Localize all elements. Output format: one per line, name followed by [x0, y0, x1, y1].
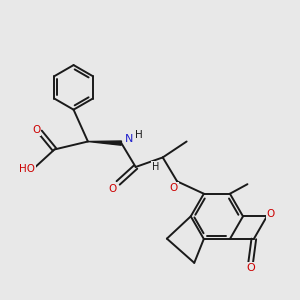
Text: O: O — [246, 262, 255, 273]
Text: N: N — [125, 134, 134, 144]
Text: O: O — [32, 125, 41, 135]
Text: H: H — [135, 130, 143, 140]
Text: O: O — [108, 184, 116, 194]
Text: O: O — [267, 209, 275, 219]
Polygon shape — [88, 141, 122, 145]
Text: HO: HO — [20, 164, 35, 174]
Text: H: H — [152, 162, 159, 172]
Text: O: O — [170, 183, 178, 193]
